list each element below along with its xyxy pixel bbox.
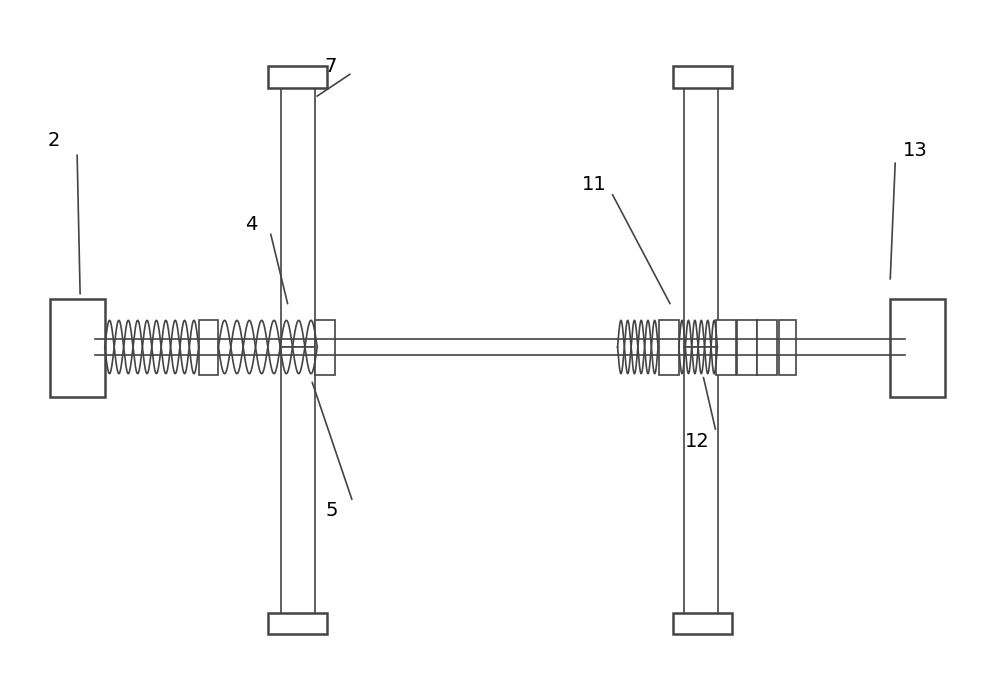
Bar	[50, 299, 105, 397]
Text: 11: 11	[581, 175, 606, 195]
Bar	[281, 347, 315, 624]
Bar	[268, 67, 327, 88]
Text: 5: 5	[326, 502, 338, 520]
Bar	[268, 613, 327, 635]
Text: 2: 2	[47, 131, 60, 150]
Bar	[737, 320, 757, 375]
Bar	[659, 320, 679, 375]
Bar	[199, 320, 218, 375]
Bar	[281, 80, 315, 347]
Bar	[716, 320, 736, 375]
Bar	[779, 320, 796, 375]
Bar	[684, 347, 718, 624]
Text: 4: 4	[245, 215, 257, 234]
Text: 12: 12	[685, 432, 710, 451]
Bar	[673, 613, 732, 635]
Text: 7: 7	[324, 57, 336, 76]
Bar	[673, 67, 732, 88]
Text: 13: 13	[903, 141, 927, 160]
Bar	[315, 320, 335, 375]
Bar	[684, 80, 718, 347]
Bar	[757, 320, 777, 375]
Bar	[890, 299, 945, 397]
